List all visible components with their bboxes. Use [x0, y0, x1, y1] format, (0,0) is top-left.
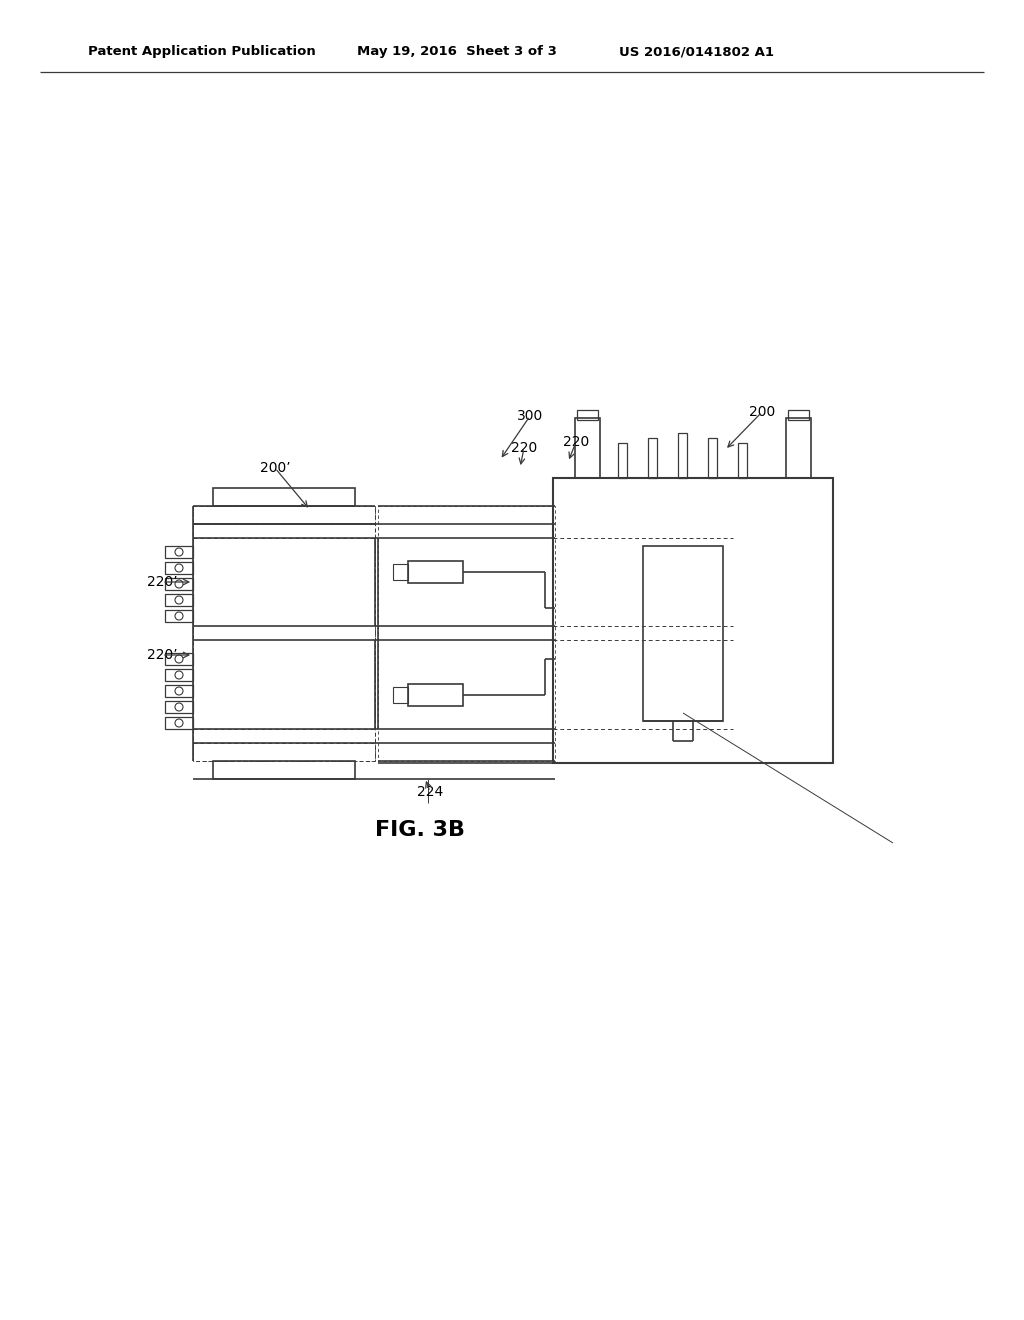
- Bar: [165, 669, 193, 681]
- Bar: [393, 564, 408, 579]
- Text: 200: 200: [749, 405, 775, 418]
- Bar: [213, 488, 355, 506]
- Bar: [165, 685, 193, 697]
- Text: US 2016/0141802 A1: US 2016/0141802 A1: [618, 45, 774, 58]
- Bar: [165, 594, 193, 606]
- Text: May 19, 2016  Sheet 3 of 3: May 19, 2016 Sheet 3 of 3: [357, 45, 557, 58]
- Bar: [738, 444, 746, 478]
- Bar: [643, 546, 723, 721]
- Bar: [378, 506, 555, 762]
- Bar: [165, 717, 193, 729]
- Text: 220’: 220’: [146, 576, 177, 589]
- Bar: [165, 653, 193, 665]
- Text: Patent Application Publication: Patent Application Publication: [88, 45, 315, 58]
- Bar: [553, 478, 833, 763]
- Bar: [788, 411, 809, 420]
- Bar: [165, 578, 193, 590]
- Bar: [577, 411, 598, 420]
- Bar: [165, 701, 193, 713]
- Bar: [678, 433, 687, 478]
- Bar: [408, 561, 463, 583]
- Bar: [408, 684, 463, 706]
- Text: 224: 224: [417, 785, 443, 799]
- Bar: [165, 546, 193, 558]
- Bar: [708, 438, 717, 478]
- Bar: [165, 610, 193, 622]
- Text: 300: 300: [517, 409, 543, 422]
- Bar: [648, 438, 657, 478]
- Text: FIG. 3B: FIG. 3B: [375, 820, 465, 840]
- Bar: [575, 418, 600, 478]
- Bar: [193, 506, 375, 762]
- Bar: [393, 686, 408, 704]
- Bar: [213, 762, 355, 779]
- Bar: [786, 418, 811, 478]
- Text: 200’: 200’: [260, 461, 291, 475]
- Text: 220: 220: [563, 436, 589, 449]
- Bar: [553, 478, 833, 763]
- Text: 220: 220: [511, 441, 538, 455]
- Bar: [193, 506, 375, 762]
- Bar: [165, 562, 193, 574]
- Bar: [618, 444, 627, 478]
- Text: 220’: 220’: [146, 648, 177, 663]
